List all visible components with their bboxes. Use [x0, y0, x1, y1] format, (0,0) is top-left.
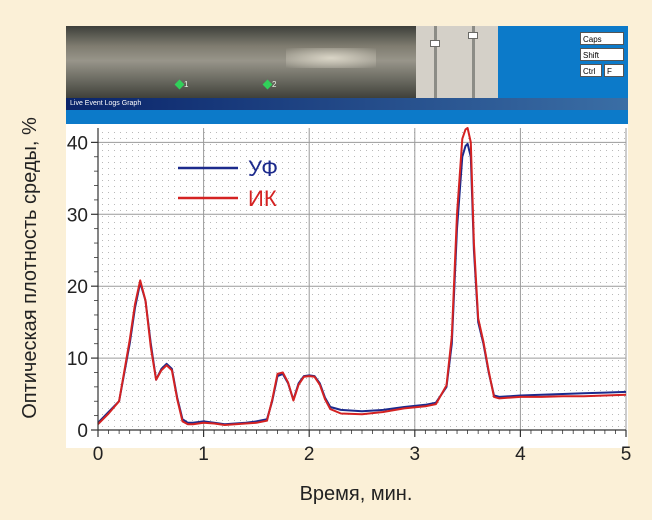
- camera-view: 1 2: [66, 26, 416, 98]
- series-layer: [97, 127, 627, 426]
- marker-1: 1: [174, 78, 188, 90]
- caps-key[interactable]: Caps: [580, 32, 624, 45]
- x-tick-label: 4: [515, 444, 526, 465]
- y-tick-label: 30: [67, 205, 88, 226]
- y-tick-label: 40: [67, 133, 88, 154]
- ctrl-key[interactable]: Ctrl: [580, 64, 602, 77]
- y-tick-label: 10: [67, 349, 88, 370]
- window-title: Live Event Logs Graph: [66, 98, 628, 110]
- x-tick-label: 1: [198, 444, 209, 465]
- legend-label: ИК: [248, 186, 277, 211]
- legend: УФ ИК: [178, 156, 278, 211]
- gauge-knob[interactable]: [468, 32, 478, 39]
- series-line-ИК: [97, 127, 627, 426]
- y-tick-label: 20: [67, 277, 88, 298]
- x-tick-label: 5: [621, 444, 632, 465]
- plot-area: [98, 128, 626, 430]
- function-key[interactable]: F: [604, 64, 624, 77]
- marker-2: 2: [262, 78, 276, 90]
- y-axis-title: Оптическая плотность среды, %: [19, 117, 41, 419]
- grid-lines: [98, 128, 627, 430]
- y-tick-label: 0: [77, 421, 88, 442]
- onscreen-keyboard: Caps Shift Ctrl F: [580, 26, 628, 86]
- gauge-knob[interactable]: [430, 40, 440, 47]
- x-tick-label: 3: [410, 444, 421, 465]
- level-gauge: [416, 26, 498, 98]
- legend-label: УФ: [248, 156, 278, 181]
- x-tick-label: 0: [93, 444, 104, 465]
- camera-glare: [286, 48, 376, 68]
- axis-ticks: 0 1 2 3 4 5 0 10 20 30 40: [67, 133, 631, 465]
- shift-key[interactable]: Shift: [580, 48, 624, 61]
- screen-capture-strip: 1 2 Caps Shift Ctrl F Live Event Logs Gr…: [66, 26, 628, 124]
- x-tick-label: 2: [304, 444, 315, 465]
- x-axis-title: Время, мин.: [300, 483, 413, 505]
